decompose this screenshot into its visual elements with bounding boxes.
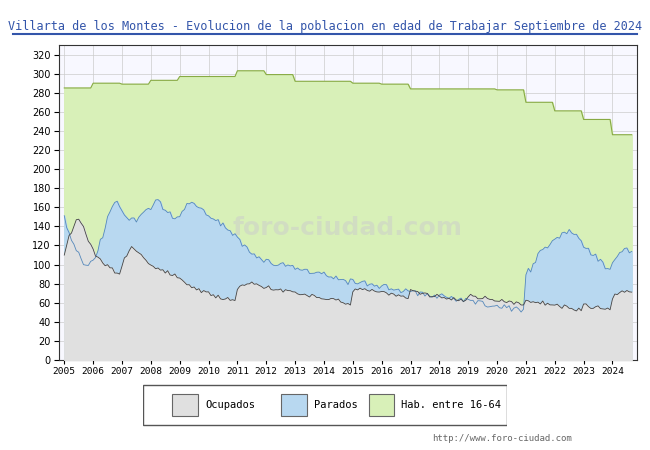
Text: Parados: Parados bbox=[314, 400, 358, 410]
Bar bbox=[172, 394, 198, 416]
Text: foro-ciudad.com: foro-ciudad.com bbox=[233, 216, 463, 240]
Bar bbox=[369, 394, 394, 416]
Text: http://www.foro-ciudad.com: http://www.foro-ciudad.com bbox=[432, 434, 572, 443]
Text: Villarta de los Montes - Evolucion de la poblacion en edad de Trabajar Septiembr: Villarta de los Montes - Evolucion de la… bbox=[8, 20, 642, 33]
Text: Ocupados: Ocupados bbox=[205, 400, 255, 410]
Bar bbox=[281, 394, 307, 416]
Text: Hab. entre 16-64: Hab. entre 16-64 bbox=[402, 400, 501, 410]
